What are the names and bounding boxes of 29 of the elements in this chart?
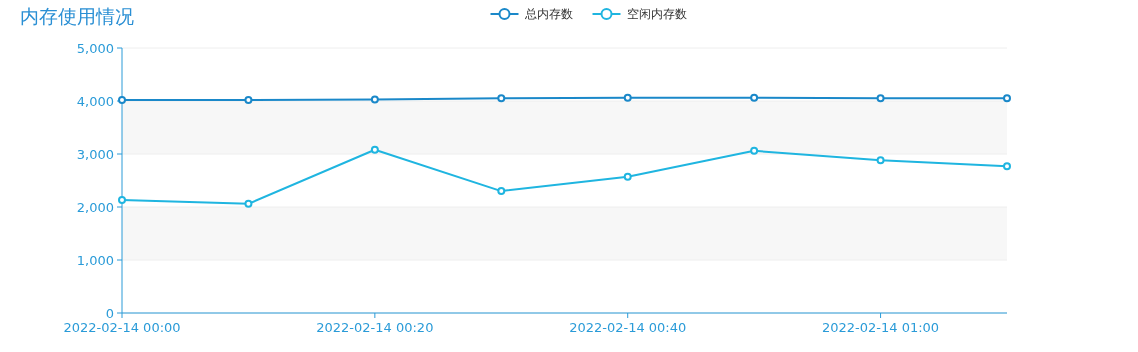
chart-title: 内存使用情况 [20, 5, 134, 27]
point [876, 156, 885, 165]
point [244, 199, 253, 208]
x-tick-label: 2022-02-14 01:00 [821, 320, 940, 335]
y-tick-label: 0 [105, 305, 114, 321]
point [118, 95, 126, 104]
point [370, 145, 379, 154]
x-tick-label: 2022-02-14 00:20 [316, 320, 434, 335]
point [497, 94, 506, 103]
point [244, 95, 253, 104]
point [876, 94, 885, 103]
point [118, 196, 126, 205]
point [750, 146, 759, 155]
point [1003, 162, 1011, 171]
y-tick-label: 4,000 [76, 93, 114, 109]
point [750, 93, 759, 102]
y-tick-label: 3,000 [76, 146, 114, 162]
point [623, 172, 632, 181]
legend-label: 总内存数 [523, 7, 573, 22]
y-tick-label: 2,000 [76, 199, 114, 215]
point [623, 93, 632, 102]
y-tick-label: 1,000 [76, 252, 114, 268]
point [370, 95, 379, 104]
x-tick-label: 2022-02-14 00:00 [63, 320, 181, 335]
legend-label: 空闲内存数 [626, 7, 687, 22]
point [1003, 94, 1011, 103]
y-tick-label: 5,000 [76, 40, 114, 56]
x-tick-label: 2022-02-14 00:40 [569, 320, 687, 335]
point [497, 187, 506, 196]
